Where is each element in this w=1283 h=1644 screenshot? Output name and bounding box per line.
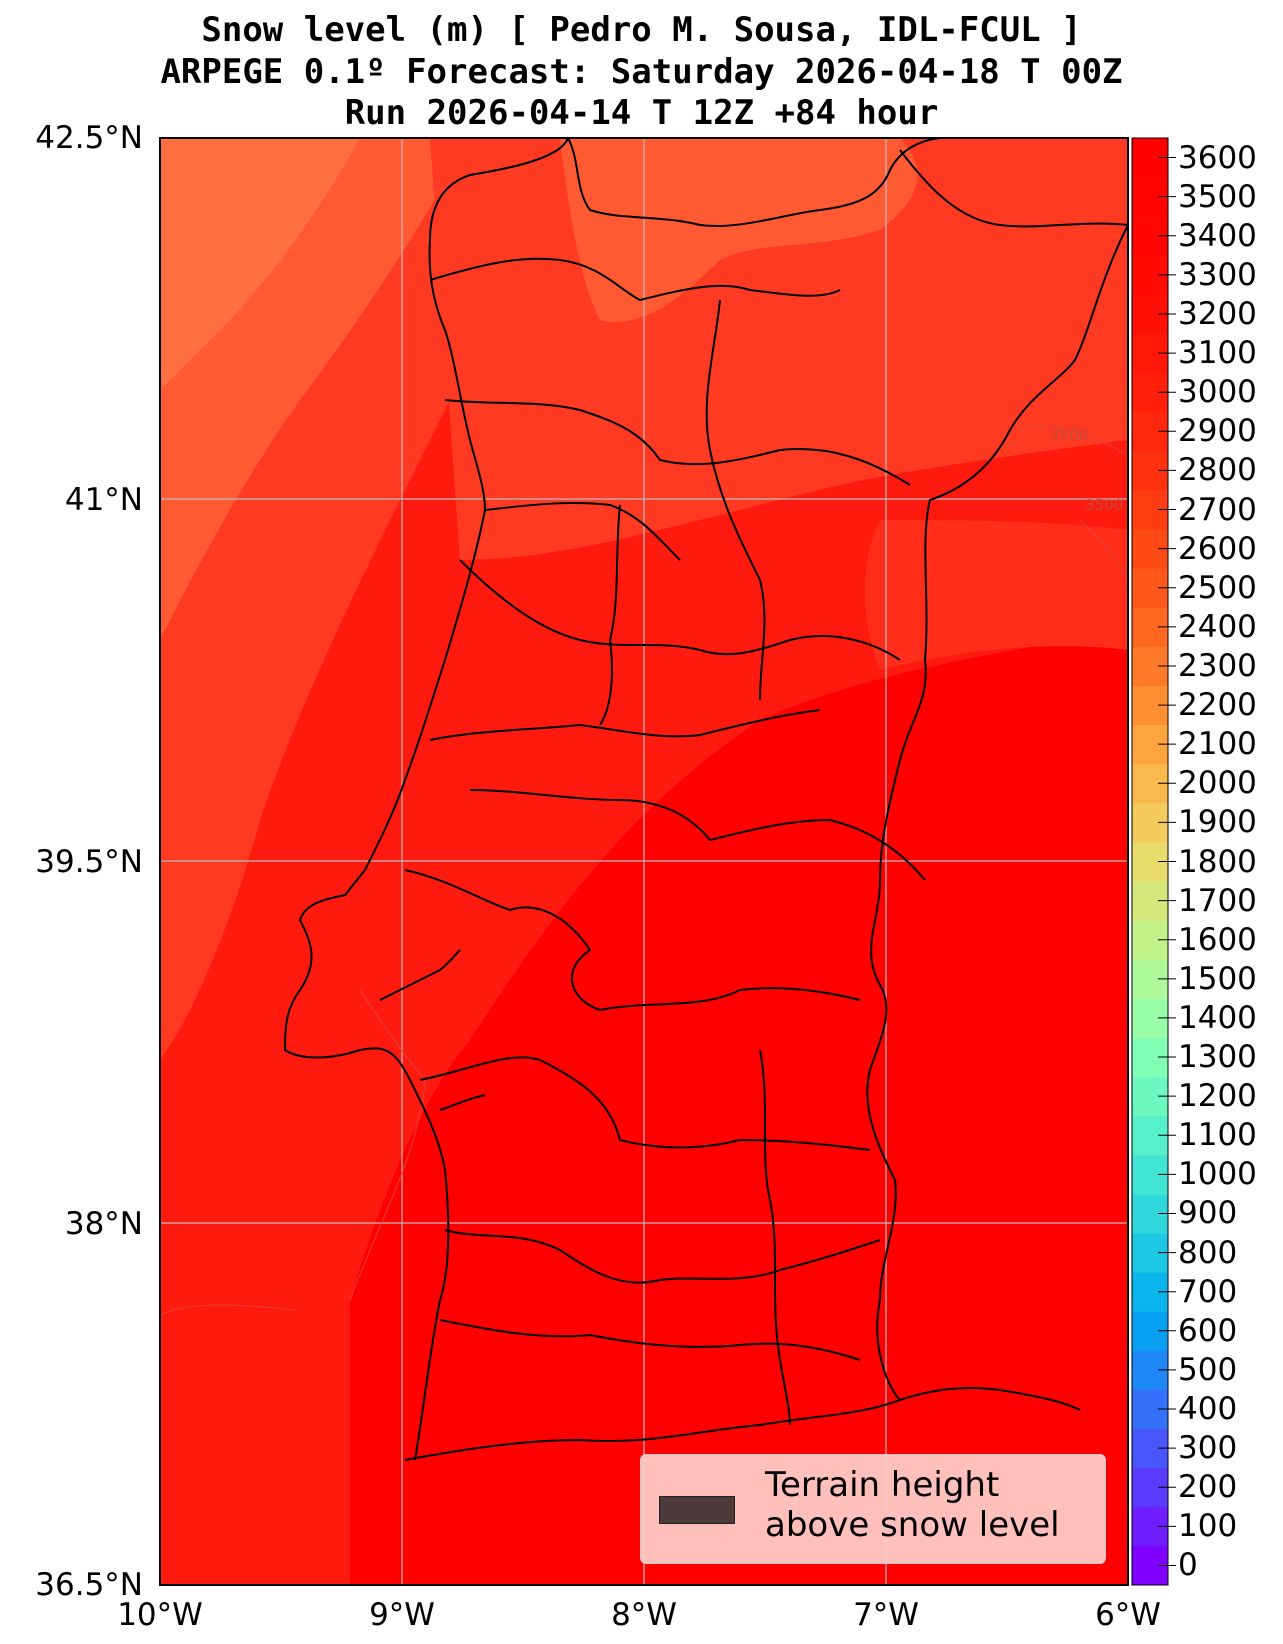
district-line-7 (404, 869, 861, 1011)
district-line-9 (444, 1229, 881, 1284)
colorbar-tick-label: 1500 (1178, 960, 1257, 997)
south-coastline (404, 1387, 1081, 1461)
northeast-patch (865, 520, 1128, 670)
border-northeast (899, 149, 1129, 228)
legend-label: Terrain height above snow level (765, 1465, 1060, 1545)
district-line-1 (429, 257, 841, 301)
lat-label-39-5n: 39.5°N (35, 844, 143, 880)
lat-label-41n: 41°N (64, 482, 143, 518)
map-frame (159, 137, 1129, 1586)
district-line-8 (419, 1056, 871, 1151)
lat-label-42-5n: 42.5°N (35, 120, 143, 156)
district-line-12 (599, 504, 621, 726)
district-line-2 (444, 399, 911, 486)
chart-title-line-1: Snow level (m) [ Pedro M. Sousa, IDL-FCU… (201, 10, 1082, 50)
tagus-estuary (379, 949, 461, 1001)
coastline (284, 137, 569, 1461)
colorbar-tick-label: 1100 (1178, 1117, 1257, 1154)
contour-coast-outline (159, 989, 426, 1316)
contour-3500-north (1019, 425, 1129, 456)
colorbar-tick-label: 2500 (1178, 569, 1257, 606)
lat-label-38n: 38°N (64, 1206, 143, 1242)
colorbar-tick-label: 1400 (1178, 999, 1257, 1036)
district-borders (284, 137, 1129, 1461)
district-line-4 (459, 559, 901, 661)
border-north (567, 137, 941, 227)
contour-label-3500: 3500 (1050, 426, 1088, 444)
lon-label-8w: 8°W (611, 1597, 677, 1633)
colorbar-tick-label: 3100 (1178, 335, 1257, 372)
lon-label-9w: 9°W (369, 1597, 435, 1633)
contour-lines (159, 425, 1129, 1316)
colorbar-tick-label: 3200 (1178, 295, 1257, 332)
colorbar (1131, 137, 1176, 1586)
contour-label-3500-east: 3500 (1085, 496, 1123, 514)
colorbar-tick-label: 1900 (1178, 804, 1257, 841)
legend-label-line-2: above snow level (765, 1505, 1060, 1545)
legend-swatch-terrain (659, 1496, 735, 1524)
colorbar-tick-label: 3000 (1178, 374, 1257, 411)
colorbar-tick-label: 1300 (1178, 1039, 1257, 1076)
colorbar-tick-label: 300 (1178, 1430, 1238, 1467)
district-line-5 (429, 709, 821, 741)
colorbar-tick-label: 0 (1178, 1547, 1198, 1584)
colorbar-tick-label: 1000 (1178, 1156, 1257, 1193)
north-interior-high (560, 138, 918, 322)
colorbar-tick-label: 500 (1178, 1351, 1238, 1388)
colorbar-tick-label: 2900 (1178, 413, 1257, 450)
colorbar-tick-label: 2700 (1178, 491, 1257, 528)
colorbar-tick-label: 3400 (1178, 217, 1257, 254)
colorbar-tick-label: 2300 (1178, 647, 1257, 684)
chart-title-line-3: Run 2026-04-14 T 12Z +84 hour (344, 93, 939, 133)
southwest-coast-zone (160, 1290, 318, 1530)
sado-estuary (439, 1094, 486, 1111)
district-line-13 (705, 299, 766, 701)
lon-label-10w: 10°W (117, 1597, 203, 1633)
contour-3500-east (1079, 519, 1129, 581)
colorbar-tick-label: 1200 (1178, 1078, 1257, 1115)
colorbar-tick-label: 2600 (1178, 530, 1257, 567)
atlantic-band-highest (160, 138, 360, 390)
lon-label-7w: 7°W (853, 1597, 919, 1633)
legend-label-line-1: Terrain height (765, 1465, 1000, 1505)
colorbar-tick-label: 700 (1178, 1273, 1238, 1310)
border-east (866, 224, 1129, 1401)
colorbar-tick-label: 1800 (1178, 843, 1257, 880)
lon-label-6w: 6°W (1095, 1597, 1161, 1633)
colorbar-tick-label: 900 (1178, 1195, 1238, 1232)
colorbar-tick-label: 2100 (1178, 726, 1257, 763)
colorbar-tick-label: 3600 (1178, 139, 1257, 176)
district-line-10 (439, 1319, 861, 1361)
low-snow-zone (350, 630, 1128, 1585)
colorbar-tick-label: 800 (1178, 1234, 1238, 1271)
lat-label-36-5n: 36.5°N (35, 1567, 143, 1603)
colorbar-tick-label: 2000 (1178, 765, 1257, 802)
colorbar-tick-label: 3300 (1178, 256, 1257, 293)
colorbar-tick-label: 400 (1178, 1391, 1238, 1427)
chart-title-line-2: ARPEGE 0.1º Forecast: Saturday 2026-04-1… (160, 52, 1123, 92)
colorbar-tick-label: 200 (1178, 1469, 1238, 1506)
colorbar-tick-label: 2400 (1178, 608, 1257, 645)
district-line-6 (469, 789, 926, 881)
colorbar-tick-label: 2200 (1178, 687, 1257, 724)
colorbar-tick-label: 3500 (1178, 178, 1257, 215)
colorbar-tick-label: 1600 (1178, 921, 1257, 958)
district-line-3 (484, 501, 681, 561)
colorbar-tick-label: 1700 (1178, 882, 1257, 919)
colorbar-tick-label: 100 (1178, 1508, 1238, 1545)
district-line-11 (759, 1049, 791, 1426)
colorbar-tick-label: 600 (1178, 1312, 1238, 1349)
colorbar-tick-label: 2800 (1178, 452, 1257, 489)
legend: Terrain height above snow level (640, 1454, 1106, 1564)
